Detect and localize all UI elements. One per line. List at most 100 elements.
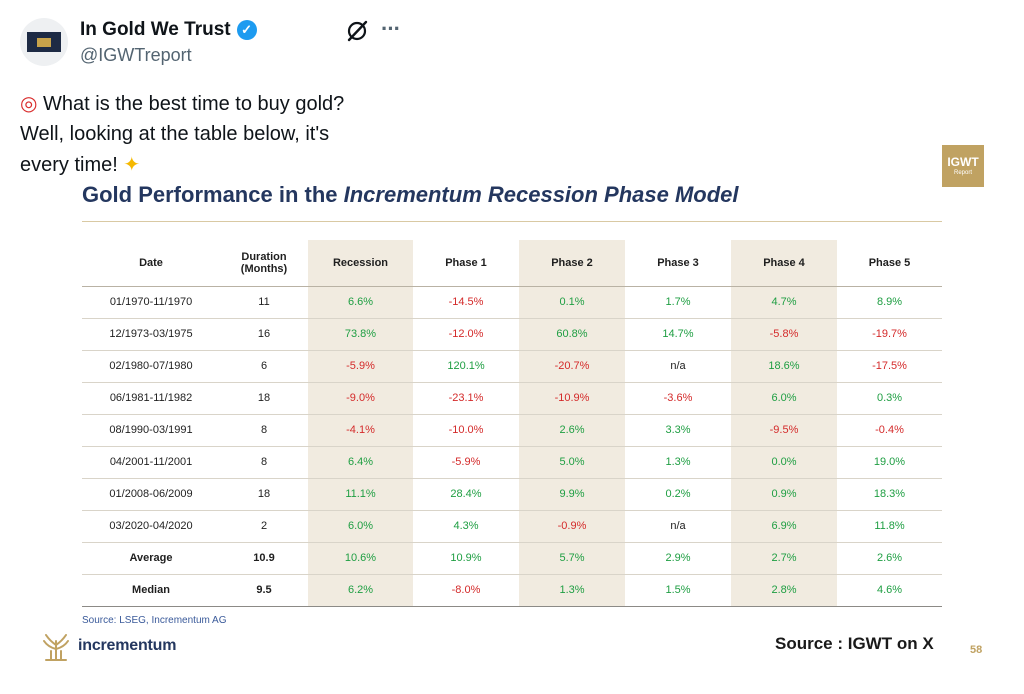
table-row: 03/2020-04/2020 2 6.0% 4.3% -0.9% n/a 6.9% 11.8… [82, 510, 942, 543]
value-cell: -0.9% [519, 510, 625, 543]
value-cell: 2.8% [731, 574, 837, 607]
value-cell: 3.3% [625, 414, 731, 447]
value-cell: n/a [625, 350, 731, 383]
value-cell: 4.3% [413, 510, 519, 543]
avatar[interactable] [20, 18, 68, 66]
value-cell: 28.4% [413, 478, 519, 511]
column-header: Recession [308, 240, 413, 287]
column-header: Phase 4 [731, 240, 837, 287]
value-cell: 0.0% [731, 446, 837, 479]
value-cell: 5.7% [519, 542, 625, 575]
duration-cell: 10.9 [220, 542, 308, 575]
page-number: 58 [970, 644, 983, 656]
value-cell: 2.6% [519, 414, 625, 447]
value-cell: 1.3% [519, 574, 625, 607]
value-cell: 1.3% [625, 446, 731, 479]
badge-title: IGWT [947, 154, 979, 169]
value-cell: 0.1% [519, 286, 625, 319]
value-cell: 10.9% [413, 542, 519, 575]
source-note: Source: LSEG, Incrementum AG [82, 615, 227, 626]
value-cell: 6.6% [308, 286, 413, 319]
value-cell: 1.7% [625, 286, 731, 319]
duration-cell: 16 [220, 318, 308, 351]
value-cell: -5.9% [413, 446, 519, 479]
table-body: 01/1970-11/1970 11 6.6% -14.5% 0.1% 1.7% 4.7% 8… [82, 286, 942, 607]
duration-cell: 11 [220, 286, 308, 319]
value-cell: 6.0% [308, 510, 413, 543]
date-cell: 04/2001-11/2001 [82, 446, 220, 479]
column-header: Date [82, 240, 220, 287]
date-cell: 12/1973-03/1975 [82, 318, 220, 351]
table-header-row: Date Duration (Months) Recession Phase 1 Pha… [82, 240, 942, 287]
value-cell: 10.6% [308, 542, 413, 575]
value-cell: 19.0% [837, 446, 942, 479]
column-header: Phase 5 [837, 240, 942, 287]
value-cell: -10.0% [413, 414, 519, 447]
value-cell: 4.7% [731, 286, 837, 319]
value-cell: 2.9% [625, 542, 731, 575]
value-cell: 18.6% [731, 350, 837, 383]
more-options-icon[interactable]: ··· [381, 16, 401, 41]
value-cell: 0.9% [731, 478, 837, 511]
table-row: 12/1973-03/1975 16 73.8% -12.0% 60.8% 14.7% -5… [82, 318, 942, 351]
value-cell: 2.6% [837, 542, 942, 575]
summary-row: Average 10.9 10.6% 10.9% 5.7% 2.9% 2.7% 2.6% [82, 542, 942, 575]
author-display-name[interactable]: In Gold We Trust [80, 19, 231, 40]
value-cell: -14.5% [413, 286, 519, 319]
value-cell: -0.4% [837, 414, 942, 447]
duration-cell: 8 [220, 446, 308, 479]
value-cell: n/a [625, 510, 731, 543]
value-cell: -23.1% [413, 382, 519, 415]
table-row: 02/1980-07/1980 6 -5.9% 120.1% -20.7% n/a 18.6… [82, 350, 942, 383]
date-cell: Average [82, 542, 220, 575]
value-cell: 120.1% [413, 350, 519, 383]
duration-cell: 8 [220, 414, 308, 447]
source-overlay: Source : IGWT on X [775, 634, 934, 653]
value-cell: 8.9% [837, 286, 942, 319]
table-row: 08/1990-03/1991 8 -4.1% -10.0% 2.6% 3.3% -9.5%… [82, 414, 942, 447]
date-cell: 03/2020-04/2020 [82, 510, 220, 543]
duration-cell: 9.5 [220, 574, 308, 607]
value-cell: -9.0% [308, 382, 413, 415]
value-cell: 5.0% [519, 446, 625, 479]
table-row: 06/1981-11/1982 18 -9.0% -23.1% -10.9% -3.6% 6… [82, 382, 942, 415]
value-cell: -12.0% [413, 318, 519, 351]
date-cell: Median [82, 574, 220, 607]
date-cell: 01/2008-06/2009 [82, 478, 220, 511]
value-cell: 11.1% [308, 478, 413, 511]
date-cell: 02/1980-07/1980 [82, 350, 220, 383]
table-row: 01/1970-11/1970 11 6.6% -14.5% 0.1% 1.7% 4.7% 8… [82, 286, 942, 319]
value-cell: 6.9% [731, 510, 837, 543]
incrementum-logo-icon [43, 634, 69, 661]
column-header: Phase 1 [413, 240, 519, 287]
title-divider [82, 221, 942, 222]
value-cell: -8.0% [413, 574, 519, 607]
target-emoji: ◎ [20, 91, 38, 115]
value-cell: 14.7% [625, 318, 731, 351]
value-cell: -17.5% [837, 350, 942, 383]
table-row: 01/2008-06/2009 18 11.1% 28.4% 9.9% 0.2% 0.9% 1… [82, 478, 942, 511]
author-handle[interactable]: @IGWTreport [80, 45, 192, 65]
value-cell: -20.7% [519, 350, 625, 383]
sparkles-emoji: ✦ [123, 152, 141, 176]
verified-badge-icon: ✓ [236, 20, 257, 40]
tweet-text: ◎ What is the best time to buy gold? Wel… [20, 88, 420, 180]
value-cell: 0.2% [625, 478, 731, 511]
igwt-report-badge: IGWT Report [942, 145, 984, 187]
date-cell: 08/1990-03/1991 [82, 414, 220, 447]
tweet-line-3: every time! ✦ [20, 149, 420, 180]
badge-subtitle: Report [953, 169, 972, 176]
avatar-logo [27, 32, 61, 52]
value-cell: 0.3% [837, 382, 942, 415]
duration-cell: 2 [220, 510, 308, 543]
value-cell: -5.9% [308, 350, 413, 383]
value-cell: 9.9% [519, 478, 625, 511]
value-cell: -19.7% [837, 318, 942, 351]
grok-icon[interactable] [344, 18, 370, 44]
table-row: 04/2001-11/2001 8 6.4% -5.9% 5.0% 1.3% 0.0% 19.… [82, 446, 942, 479]
duration-cell: 6 [220, 350, 308, 383]
gold-performance-table: Date Duration (Months) Recession Phase 1 Pha… [82, 240, 942, 607]
incrementum-brand: incrementum [42, 631, 176, 661]
tweet-line-2: Well, looking at the table below, it's [20, 123, 330, 145]
value-cell: 2.7% [731, 542, 837, 575]
